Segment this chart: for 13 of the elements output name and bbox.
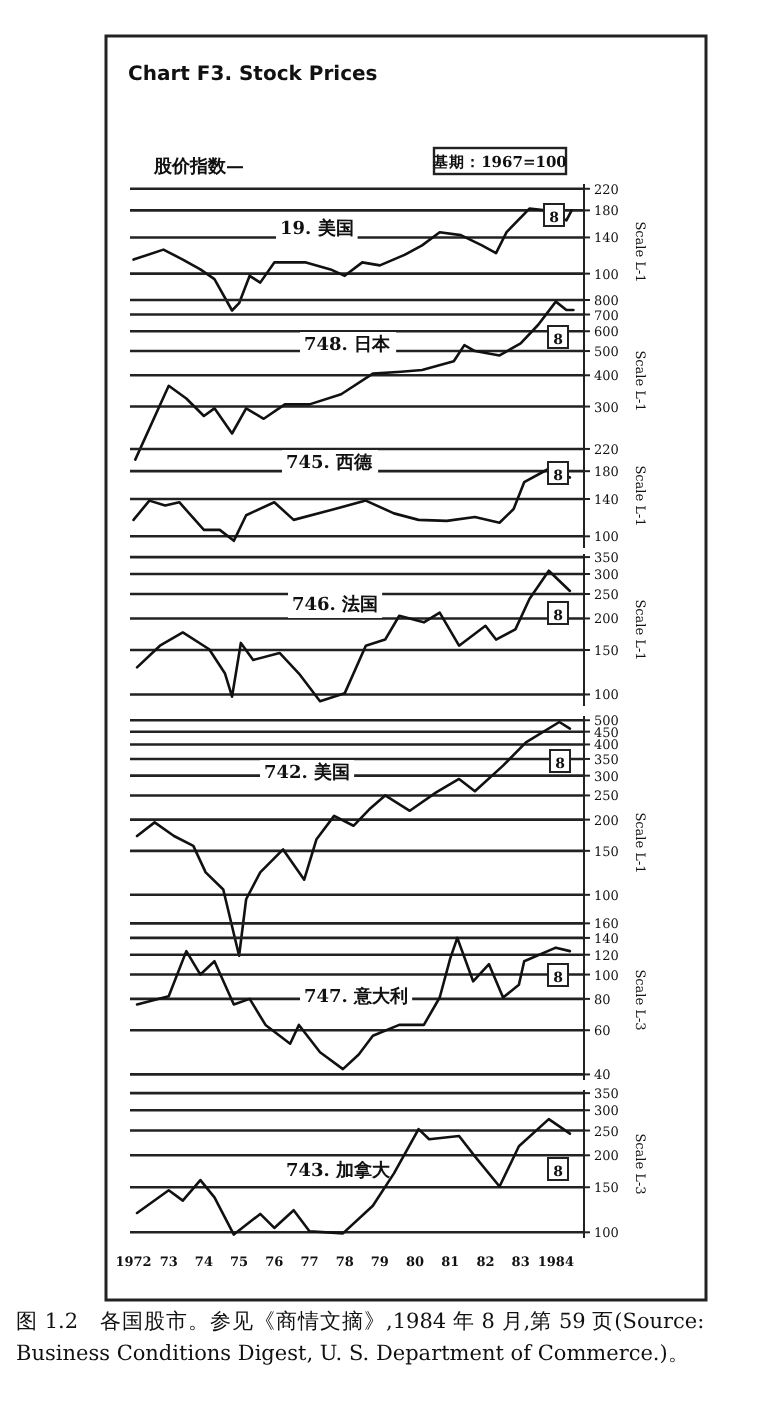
text: 745. 西德	[286, 452, 375, 474]
text: 19. 美国	[280, 218, 354, 240]
text: 748. 日本	[304, 334, 393, 356]
line-series	[135, 569, 572, 703]
text: 747. 意大利	[304, 986, 409, 1008]
text: 股价指数—	[152, 156, 244, 178]
text: 743. 加拿大	[286, 1160, 393, 1182]
line-series	[135, 1117, 572, 1236]
caption: Chart F3. Stock Prices	[128, 64, 378, 86]
text: 746. 法国	[292, 594, 379, 616]
text: 742. 美国	[264, 762, 351, 784]
line-series	[135, 936, 572, 1071]
line-series	[135, 720, 572, 958]
